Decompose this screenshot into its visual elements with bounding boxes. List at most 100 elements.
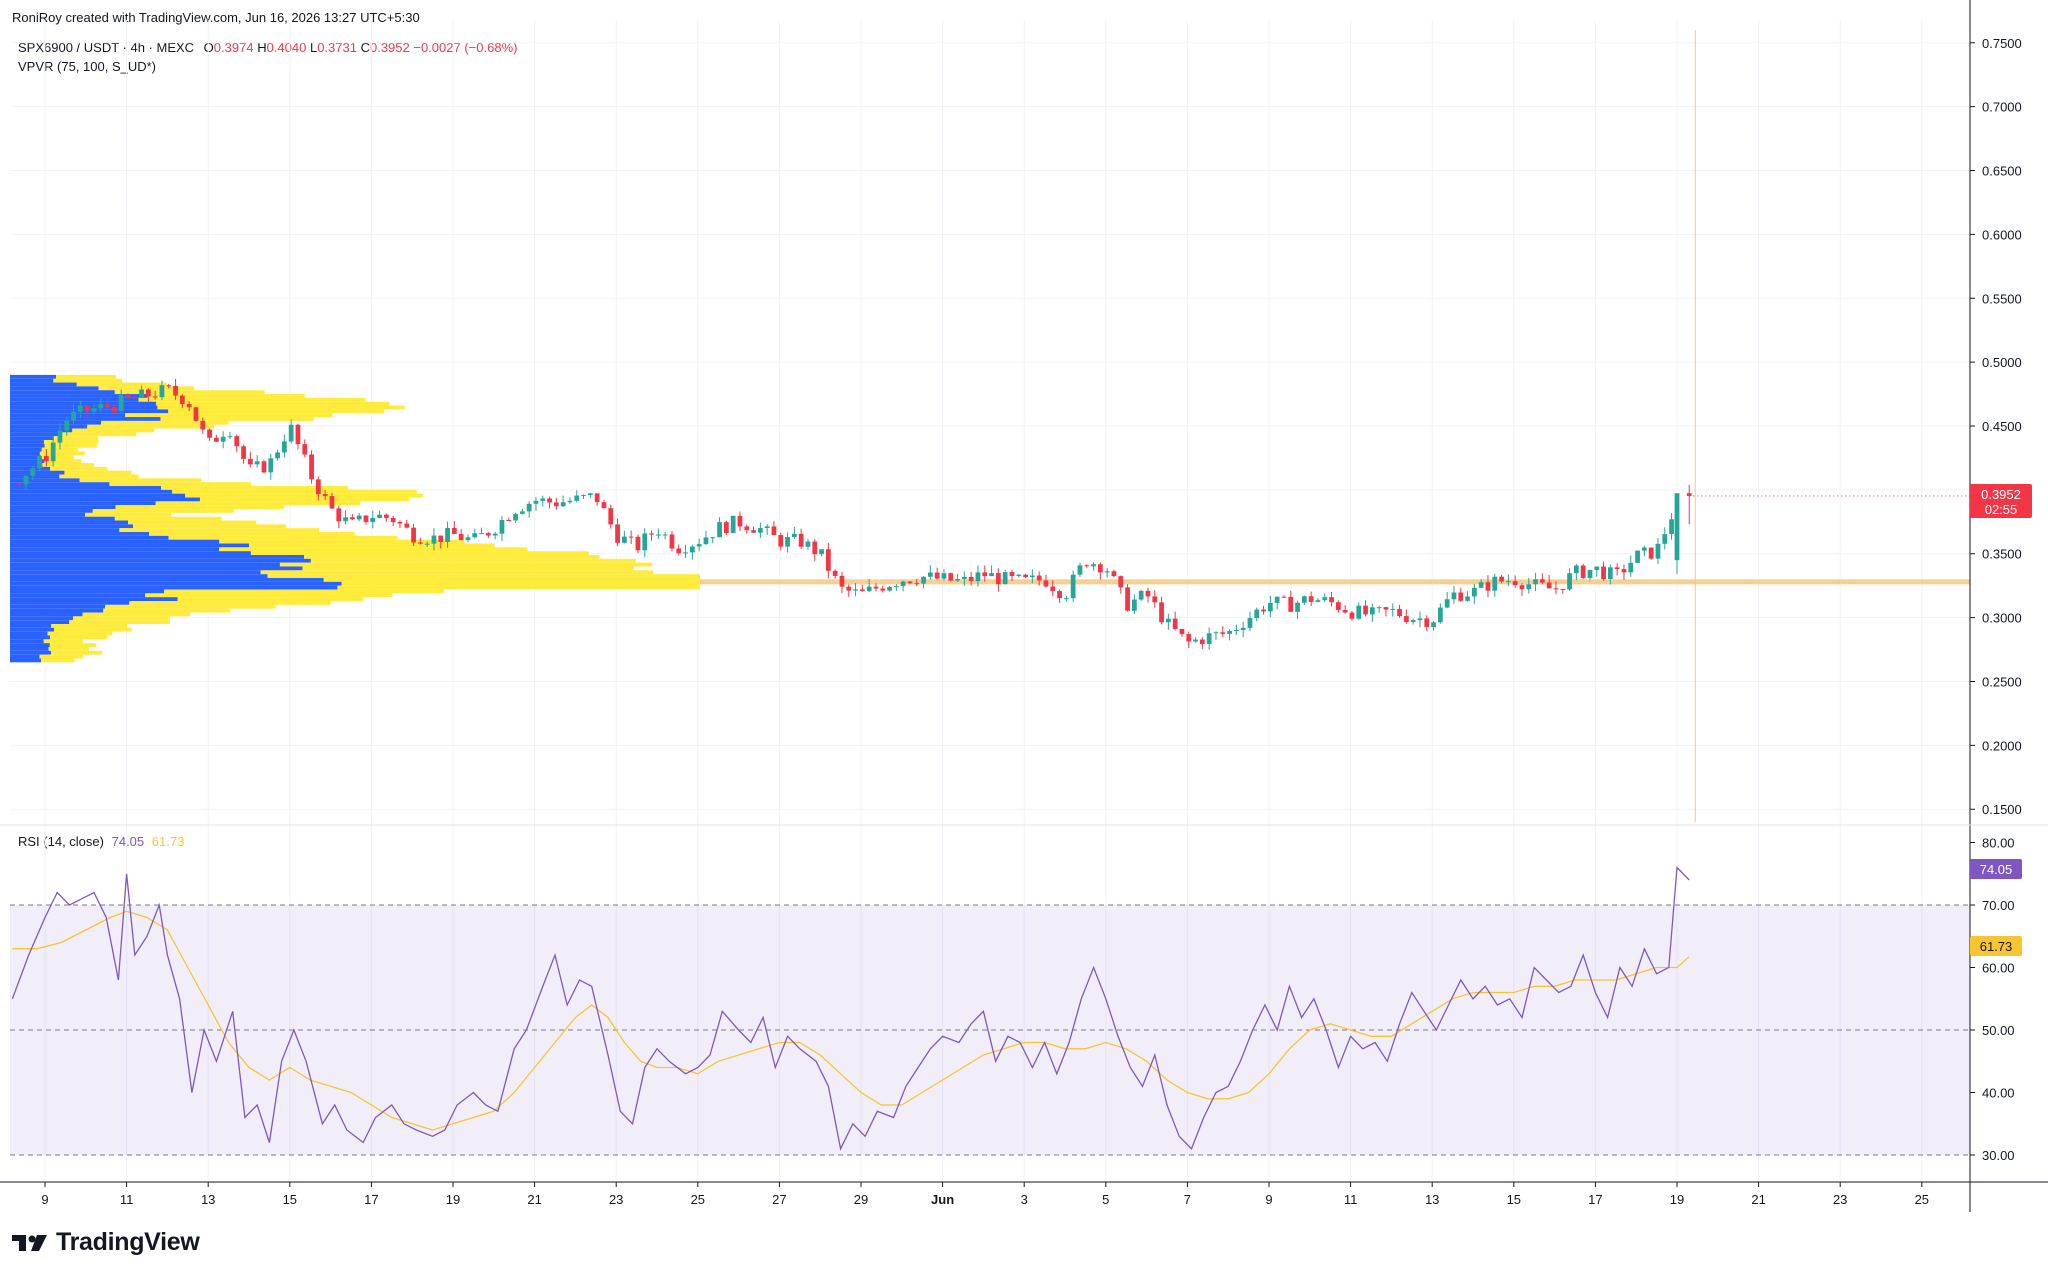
candle-body [1315, 600, 1321, 602]
volume-profile-row-up [10, 505, 116, 510]
volume-profile-row-up [10, 489, 173, 494]
candle-body [1403, 616, 1409, 623]
volume-profile-row-up [10, 532, 150, 536]
volume-profile-row-up [10, 501, 156, 506]
candle-body [1376, 607, 1382, 609]
candle-body [445, 528, 450, 542]
rsi-ma-badge: 61.73 [1970, 936, 2022, 956]
candle-body [1539, 579, 1545, 583]
candle-body [710, 537, 716, 539]
candle-body [948, 573, 954, 581]
rsi-label[interactable]: RSI (14, close) [18, 834, 104, 849]
candle-body [30, 468, 36, 476]
open-value: 0.3974 [213, 40, 254, 55]
time-tick-label: 9 [41, 1192, 48, 1207]
volume-profile-row-down [49, 643, 97, 647]
volume-profile-row-up [10, 547, 220, 552]
candle-body [1499, 576, 1504, 582]
volume-profile [10, 374, 700, 663]
volume-profile-row-up [10, 463, 43, 467]
volume-profile-row-up [10, 555, 304, 559]
candle-body [458, 533, 464, 541]
volume-profile-row-up [10, 616, 73, 621]
candle-body [1560, 589, 1566, 591]
volume-profile-row-down [105, 604, 276, 609]
candle-body [295, 424, 301, 445]
candle-body [907, 581, 913, 584]
volume-profile-row-up [10, 646, 49, 651]
candle-body [329, 496, 335, 509]
tradingview-logo[interactable]: TradingView [12, 1228, 200, 1257]
symbol-label[interactable]: SPX6900 / USDT · 4h · MEXC [18, 40, 195, 55]
indicator-legend[interactable]: VPVR (75, 100, S_UD*) [18, 59, 156, 74]
volume-profile-row-down [129, 601, 331, 605]
candle-body [275, 452, 280, 459]
volume-profile-row-down [147, 394, 305, 398]
time-tick-label: 11 [1344, 1192, 1358, 1207]
candle-body [390, 517, 396, 523]
candle-body [105, 404, 110, 408]
candle-body [1043, 580, 1049, 587]
volume-profile-row-down [103, 608, 231, 613]
volume-profile-row-down [279, 562, 653, 567]
volume-profile-row-up [10, 443, 45, 448]
candle-body [363, 515, 369, 523]
candle-body [1206, 633, 1212, 644]
candle-body [621, 536, 627, 543]
volume-profile-row-down [156, 401, 390, 406]
candle-body [628, 536, 634, 538]
volume-profile-row-down [39, 654, 83, 659]
candle-body [975, 572, 981, 582]
axes: 0.7500 0.7000 0.6500 0.6000 0.5500 0.5000 0.45… [0, 0, 2048, 1212]
candle-body [431, 535, 437, 544]
candle-body [1478, 582, 1484, 588]
volume-profile-row-down [41, 447, 79, 452]
volume-profile-row-up [10, 658, 42, 663]
volume-profile-row-up [10, 486, 162, 490]
volume-profile-row-down [64, 470, 132, 475]
candle-body [1050, 586, 1056, 592]
candle-body [1655, 543, 1661, 559]
rsi-legend[interactable]: RSI (14, close) 74.05 61.73 [18, 834, 184, 849]
candle-body [1111, 571, 1117, 577]
price-tick-label: 0.3500 [1982, 547, 2022, 562]
candle-body [1451, 592, 1457, 600]
candle-body [1356, 605, 1362, 619]
candle-body [200, 420, 206, 430]
candle-body [955, 579, 960, 581]
open-label: O [203, 40, 214, 55]
grid-lines [10, 20, 1970, 1180]
candle-body [540, 498, 546, 501]
candle-body [798, 533, 804, 547]
rsi-lines [11, 866, 1690, 1151]
volume-profile-row-up [10, 528, 120, 533]
volume-profile-row-up [10, 386, 99, 391]
time-tick-label: 3 [1021, 1192, 1028, 1207]
volume-profile-row-down [59, 432, 137, 437]
candle-body [1465, 596, 1470, 601]
vpvr-label[interactable]: VPVR (75, 100, S_UD*) [18, 59, 157, 74]
volume-profile-row-up [10, 535, 169, 540]
candle-body [234, 436, 240, 447]
volume-profile-row-up [10, 378, 54, 383]
candle-body [1674, 493, 1680, 561]
volume-profile-row-down [109, 482, 252, 487]
candle-body [887, 587, 892, 591]
candle-body [57, 430, 63, 443]
candle-body [547, 498, 552, 503]
volume-profile-row-down [177, 597, 364, 602]
candle-body [662, 534, 668, 536]
candle-body [587, 493, 593, 496]
volume-profile-row-up [10, 420, 102, 425]
volume-profile-row-up [10, 612, 83, 617]
volume-profile-row-down [76, 382, 167, 387]
price-tick-label: 0.5500 [1982, 291, 2022, 306]
candle-body [1172, 618, 1178, 629]
volume-profile-row-down [50, 635, 108, 640]
candle-body [1152, 596, 1158, 603]
volume-profile-row-down [51, 650, 103, 655]
candle-body [261, 461, 267, 473]
candle-body [1002, 572, 1008, 585]
candle-body [553, 502, 559, 507]
